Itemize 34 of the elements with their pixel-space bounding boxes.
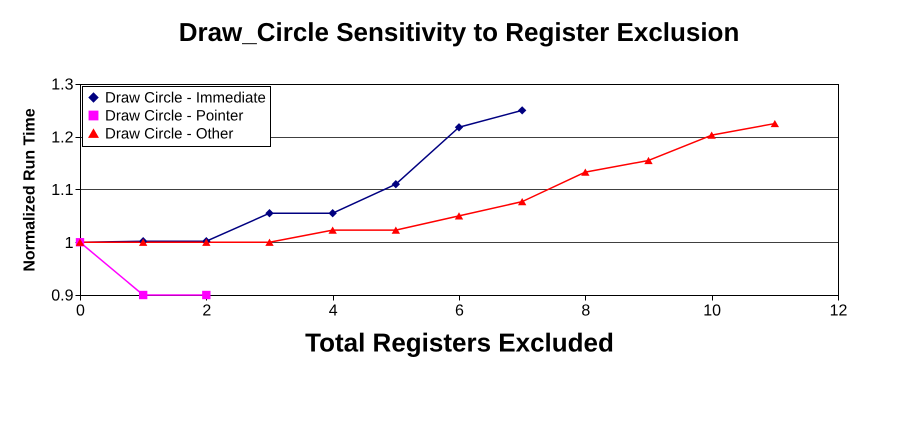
point (265, 209, 274, 218)
point (328, 226, 337, 234)
point (328, 209, 337, 218)
point (644, 156, 653, 164)
x-axis-title: Total Registers Excluded (305, 328, 614, 358)
point (454, 123, 464, 132)
point (581, 168, 590, 176)
point (518, 198, 526, 206)
point (770, 120, 780, 128)
y-tick-label: 0.9 (51, 288, 74, 304)
x-tick-label: 2 (202, 302, 212, 320)
y-tick-label: 1.2 (51, 129, 74, 146)
x-tick-label: 6 (455, 302, 464, 320)
x-tick-label: 12 (830, 302, 848, 320)
point (518, 106, 526, 115)
y-tick-label: 1 (64, 234, 74, 252)
point (392, 226, 400, 234)
point (265, 238, 274, 246)
point (202, 290, 211, 300)
point (707, 132, 716, 139)
point (454, 212, 464, 220)
chart-title: Draw_Circle Sensitivity to Register Exclusion (178, 17, 740, 47)
legend-label: Draw Circle - Immediate (105, 90, 266, 106)
legend-label: Draw Circle - Other (105, 126, 234, 142)
point (138, 290, 148, 300)
x-tick-label: 10 (703, 302, 722, 320)
y-tick-label: 1.3 (51, 76, 74, 94)
y-tick-label: 1.1 (51, 182, 74, 199)
point (392, 180, 400, 188)
x-tick-label: 4 (328, 302, 338, 320)
x-tick-label: 0 (76, 302, 86, 320)
legend-label: Draw Circle - Pointer (105, 108, 244, 124)
x-tick-label: 8 (581, 302, 590, 320)
y-axis-title: Normalized Run Time (21, 108, 38, 272)
